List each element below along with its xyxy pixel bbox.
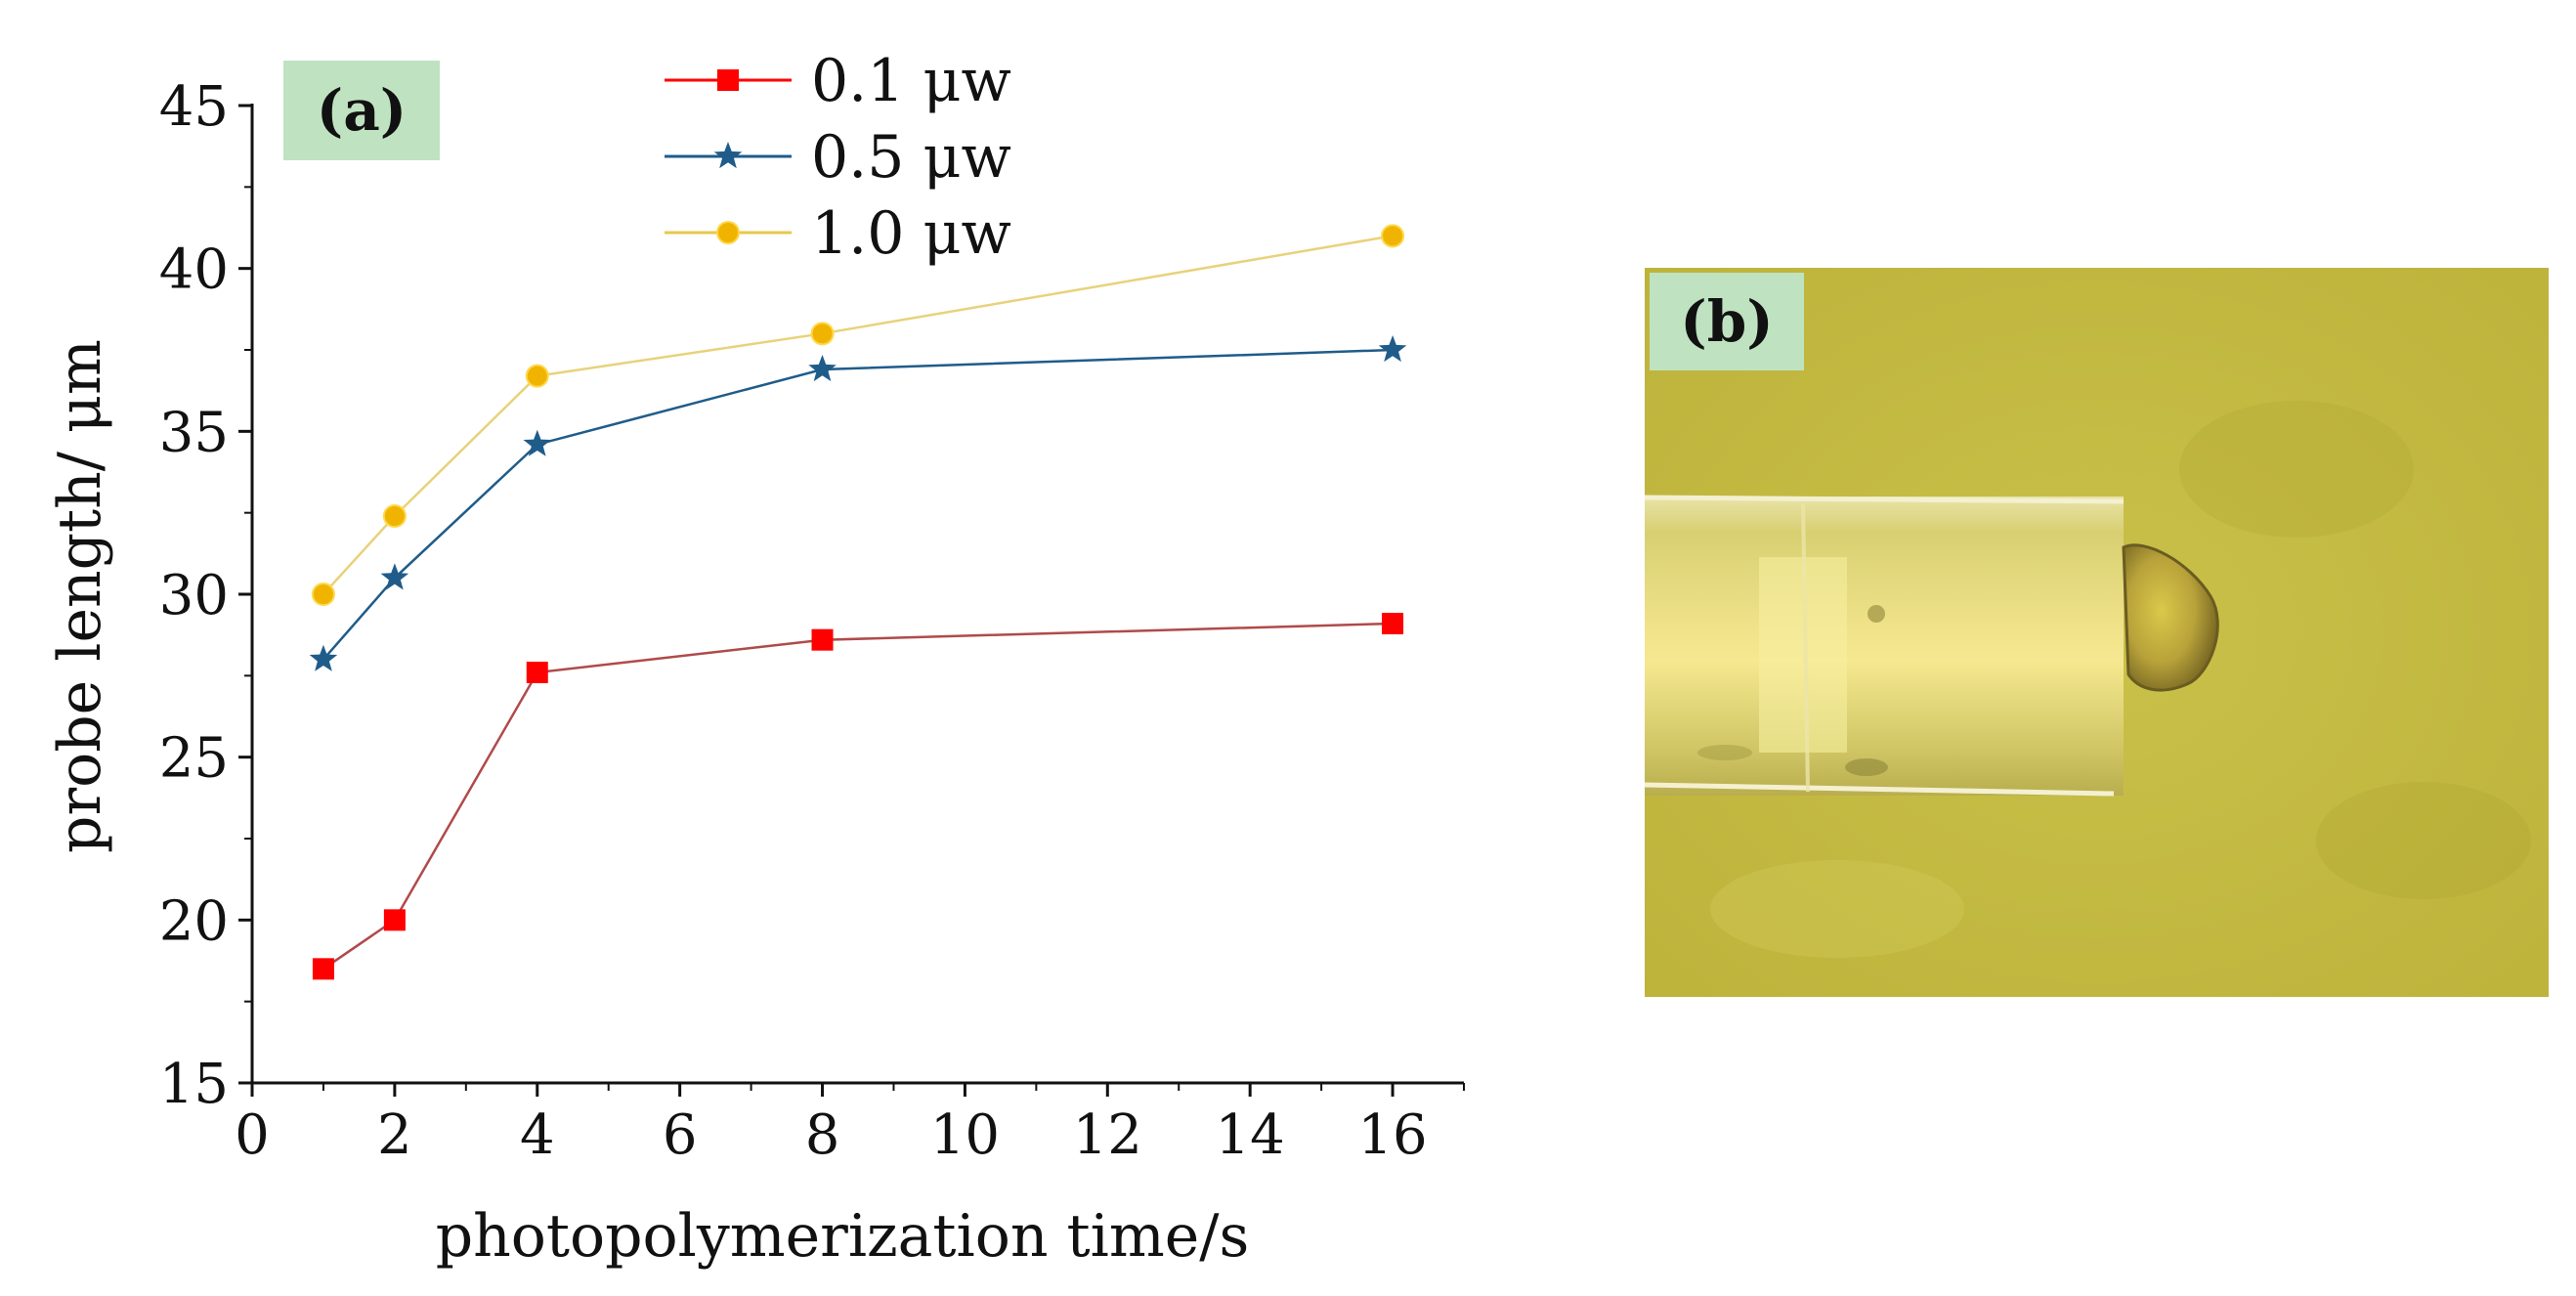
data-point bbox=[810, 322, 835, 346]
fiber-top-edge bbox=[1644, 495, 2125, 504]
legend-label: 0.5 μw bbox=[811, 123, 1011, 192]
series-line bbox=[322, 622, 1394, 971]
data-point bbox=[523, 429, 551, 456]
fiber-debris bbox=[1845, 758, 1888, 776]
series-1 bbox=[312, 613, 1404, 980]
data-point bbox=[312, 958, 334, 980]
x-tick-label: 0 bbox=[235, 1103, 270, 1167]
y-tick-label: 30 bbox=[159, 564, 229, 627]
fiber-debris bbox=[1697, 745, 1752, 760]
y-tick-label: 20 bbox=[159, 889, 229, 953]
y-axis-label: probe length/ μm bbox=[46, 339, 114, 853]
legend-item: 1.0 μw bbox=[665, 199, 1011, 268]
panel-a-tag-background bbox=[283, 61, 440, 160]
data-point bbox=[1382, 613, 1404, 634]
x-tick-label: 12 bbox=[1073, 1103, 1142, 1167]
y-tick-label: 25 bbox=[159, 727, 229, 791]
fiber-joint-line bbox=[1801, 502, 1810, 793]
legend-label: 1.0 μw bbox=[811, 199, 1011, 268]
panel-b-tag-text: (b) bbox=[1680, 288, 1773, 355]
panel-b-tag-background bbox=[1650, 273, 1804, 370]
polymer-probe-tip bbox=[2122, 543, 2219, 692]
plot-series bbox=[309, 224, 1407, 980]
data-point bbox=[309, 644, 338, 671]
x-axis-label: photopolymerization time/s bbox=[436, 1202, 1250, 1271]
data-point bbox=[811, 628, 834, 651]
panel-a-tag: (a) bbox=[283, 61, 440, 160]
series-2 bbox=[309, 335, 1407, 671]
panel-a-tag-text: (a) bbox=[317, 77, 407, 144]
data-point bbox=[1381, 224, 1405, 248]
data-point bbox=[526, 662, 548, 683]
ticks: 15 20 25 30 35 40 45 0 2 4 6 8 10 12 14 16 bbox=[159, 75, 1465, 1167]
data-point bbox=[382, 504, 407, 528]
background-blotch bbox=[2179, 401, 2414, 538]
legend: 0.1 μw 0.5 μw 1.0 μw bbox=[665, 47, 1011, 268]
series-line bbox=[322, 235, 1394, 595]
fiber-debris bbox=[1868, 605, 1885, 623]
data-point bbox=[311, 583, 335, 606]
legend-item: 0.1 μw bbox=[665, 47, 1011, 115]
x-tick-label: 8 bbox=[805, 1103, 840, 1167]
y-tick-label: 40 bbox=[159, 238, 229, 302]
data-point bbox=[525, 364, 549, 388]
legend-label: 0.1 μw bbox=[811, 47, 1011, 115]
y-tick-label: 15 bbox=[159, 1053, 229, 1116]
data-point bbox=[1378, 335, 1407, 363]
x-tick-label: 10 bbox=[930, 1103, 1000, 1167]
legend-marker bbox=[716, 221, 740, 244]
y-tick-label: 45 bbox=[159, 75, 229, 139]
background-blotch bbox=[1710, 860, 1964, 958]
x-tick-label: 2 bbox=[377, 1103, 412, 1167]
data-point bbox=[380, 563, 409, 590]
x-tick-label: 6 bbox=[663, 1103, 698, 1167]
data-point bbox=[808, 355, 837, 382]
y-tick-label: 35 bbox=[159, 401, 229, 464]
microscope-image: (b) bbox=[1644, 268, 2549, 997]
fiber-bottom-edge bbox=[1644, 782, 2115, 797]
background-blotch bbox=[2316, 782, 2531, 899]
legend-item: 0.5 μw bbox=[665, 123, 1011, 192]
data-point bbox=[383, 909, 406, 931]
series-3 bbox=[311, 224, 1405, 606]
line-chart: 15 20 25 30 35 40 45 0 2 4 6 8 10 12 14 16 photopolymer… bbox=[46, 47, 1465, 1271]
panel-b-tag: (b) bbox=[1650, 273, 1804, 370]
x-tick-label: 4 bbox=[520, 1103, 555, 1167]
x-tick-label: 16 bbox=[1357, 1103, 1427, 1167]
legend-marker bbox=[713, 142, 743, 169]
legend-marker bbox=[717, 69, 739, 91]
series-line bbox=[322, 348, 1394, 661]
x-tick-label: 14 bbox=[1216, 1103, 1285, 1167]
